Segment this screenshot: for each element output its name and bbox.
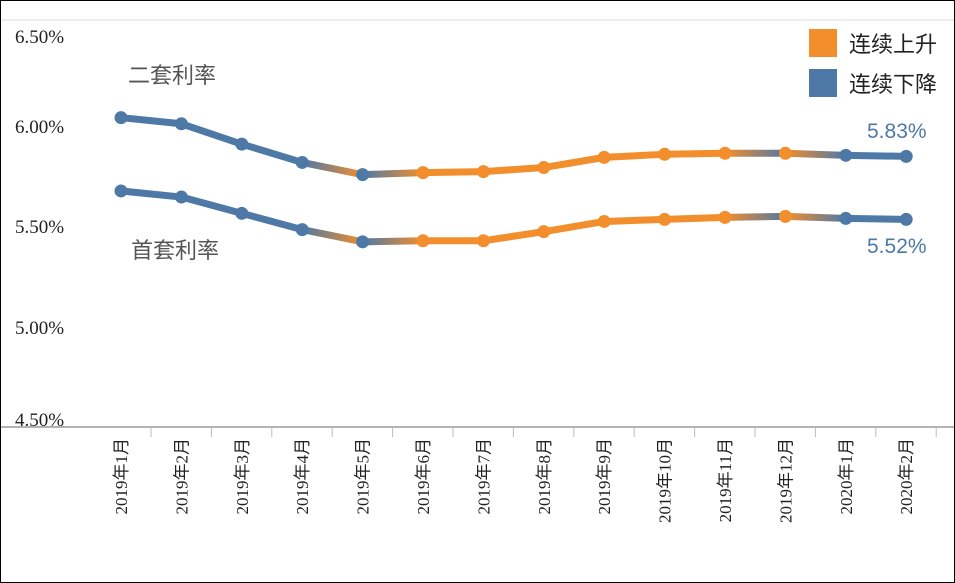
series-line-segment [661,149,729,158]
data-point [356,168,370,182]
series-line-segment [117,114,185,128]
legend-label-down: 连续下降 [849,73,937,98]
data-point [295,223,309,237]
series-line-segment [359,237,427,246]
data-point [597,214,611,228]
series-line-segment [540,217,608,236]
x-tick-label: 2019年8月 [535,438,554,515]
x-axis-ticks: 2019年1月 2019年2月 2019年3月 2019年4月 2019年5月 2019年… [112,427,937,523]
series-line-segment [177,120,246,148]
series-line-segment [238,140,306,166]
series-line-segment [177,193,246,217]
data-point [537,225,551,239]
data-point [839,211,853,225]
y-tick-label: 6.00% [15,117,64,138]
data-point [899,149,913,163]
data-point [174,190,188,204]
data-point [295,155,309,169]
data-point [658,147,672,161]
y-tick-label: 5.50% [15,217,64,238]
series-line-segment [117,187,185,201]
data-point [235,206,249,220]
legend: 连续上升 连续下降 [809,29,937,98]
series-line-segment [238,209,306,234]
series-line-segment [298,158,367,179]
x-tick-label: 2020年2月 [897,438,916,515]
x-tick-label: 2019年11月 [716,438,735,522]
legend-swatch-down [809,69,837,97]
data-point [114,184,128,198]
x-tick-label: 2020年1月 [837,438,856,515]
data-point [174,117,188,131]
series-label-second-home: 二套利率 [128,64,216,89]
data-point [476,234,490,248]
axes [1,19,954,428]
series-line-segment [781,212,850,222]
legend-swatch-up [809,29,837,57]
x-tick-label: 2019年7月 [474,438,493,515]
legend-label-up: 连续上升 [849,33,937,58]
x-tick-label: 2019年2月 [172,438,191,515]
x-tick-label: 2019年5月 [354,438,373,515]
data-point [658,212,672,226]
series-line-segment [600,150,669,161]
data-point [114,111,128,125]
series-line-segment [298,226,367,246]
y-tick-label: 4.50% [15,410,64,431]
data-point [416,166,430,180]
data-point [597,150,611,164]
series-points [114,111,913,249]
data-point [778,146,792,160]
x-tick-label: 2019年6月 [414,438,433,515]
data-point [416,234,430,248]
data-point [718,146,732,160]
data-point [899,212,913,226]
x-tick-label: 2019年10月 [656,438,675,523]
data-point [235,137,249,151]
data-point [839,148,853,162]
end-value-label-first-home: 5.52% [867,235,927,258]
data-point [476,165,490,179]
data-point [356,235,370,249]
y-tick-label: 6.50% [15,27,64,48]
series-line-segment [661,213,729,223]
y-axis-ticks: 6.50% 6.00% 5.50% 5.00% 4.50% [15,27,64,431]
x-tick-label: 2019年9月 [595,438,614,515]
series-line-segment [359,169,427,179]
x-tick-label: 2019年12月 [776,438,795,523]
series-line-segment [842,151,910,160]
series-line-segment [842,214,910,223]
x-tick-label: 2019年1月 [112,438,131,515]
series-line-segment [721,212,789,221]
y-tick-label: 5.00% [15,318,64,339]
data-point [778,209,792,223]
series-line-segment [540,153,608,172]
x-tick-label: 2019年3月 [233,438,252,515]
data-point [537,161,551,175]
data-point [718,210,732,224]
series-line-segment [600,215,669,225]
series-line-segment [479,164,548,176]
series-line-segment [419,168,487,177]
series-lines [117,114,910,246]
series-label-first-home: 首套利率 [131,239,219,264]
series-line-segment [781,149,850,159]
series-line-segment [479,228,548,245]
end-value-label-second-home: 5.83% [867,120,927,143]
x-tick-label: 2019年4月 [293,438,312,515]
